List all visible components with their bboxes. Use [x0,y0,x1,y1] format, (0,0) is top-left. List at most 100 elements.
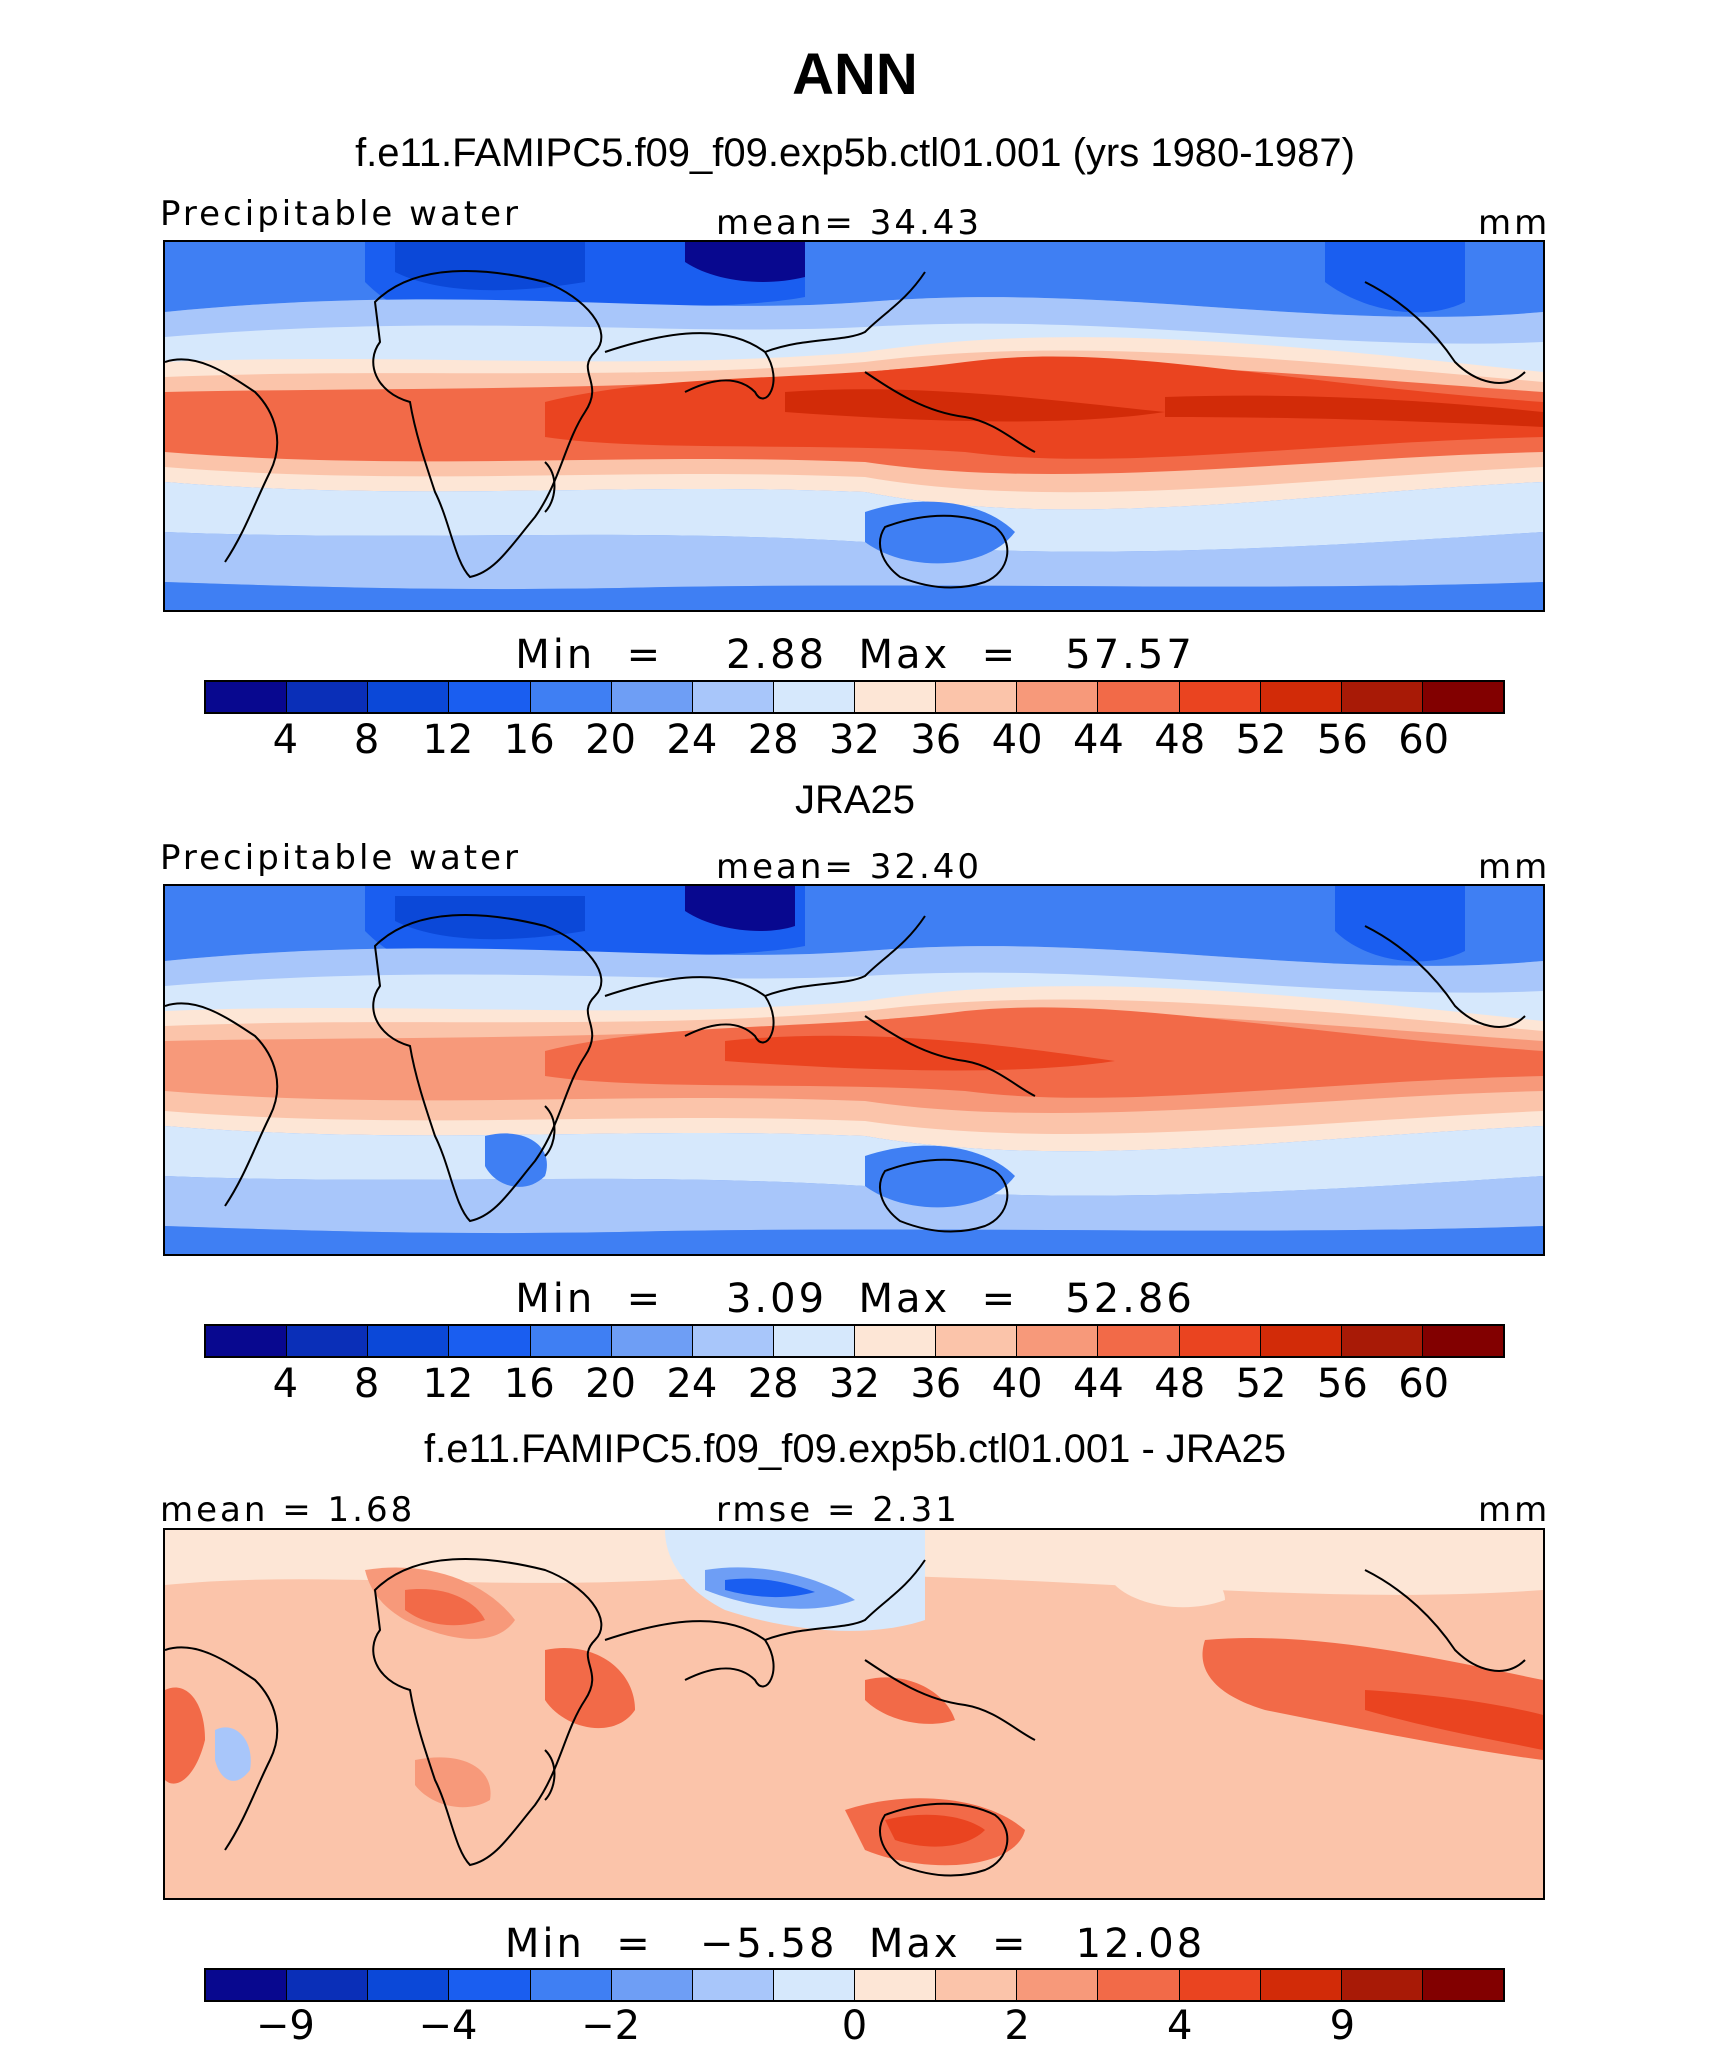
colorbar-tick-label: 24 [666,717,718,763]
panel1-map [163,240,1545,612]
colorbar-swatch [1341,1326,1423,1356]
colorbar-tick-label: 16 [503,717,555,763]
colorbar-swatch [773,682,855,712]
colorbar-tick-label: 36 [910,1361,962,1407]
panel1-title: f.e11.FAMIPC5.f09_f09.exp5b.ctl01.001 (y… [355,131,1355,175]
colorbar-swatch [1098,682,1180,712]
colorbar-swatch [936,1970,1018,2000]
colorbar-swatch [855,682,937,712]
panel2-colorbar [204,1324,1505,1358]
colorbar-swatch [773,1326,855,1356]
colorbar-swatch [368,682,450,712]
colorbar-swatch [449,1326,531,1356]
panel3-map-svg [165,1530,1543,1898]
panel2-map-svg [165,886,1543,1254]
panel2-map [163,884,1545,1256]
colorbar-tick-label: 12 [422,717,474,763]
colorbar-swatch [1260,1970,1342,2000]
colorbar-tick-label: 8 [353,717,380,763]
colorbar-swatch [206,682,288,712]
panel3-unit-label: mm [1478,1490,1551,1530]
colorbar-swatch [1422,1970,1503,2000]
colorbar-swatch [1098,1970,1180,2000]
colorbar-tick-label: 60 [1398,1361,1450,1407]
colorbar-tick-label: 56 [1316,1361,1368,1407]
colorbar-tick-label: 56 [1316,717,1368,763]
colorbar-tick-label: 40 [991,1361,1043,1407]
colorbar-tick-label: 28 [747,717,799,763]
panel2-minmax: Min = 3.09 Max = 52.86 [515,1276,1195,1322]
colorbar-swatch [692,682,774,712]
colorbar-tick-label: 40 [991,717,1043,763]
panel2-title: JRA25 [794,778,916,822]
colorbar-swatch [692,1970,774,2000]
colorbar-tick-label: −4 [418,2003,478,2049]
colorbar-swatch [1179,1970,1261,2000]
panel1-map-svg [165,242,1543,610]
colorbar-swatch [611,682,693,712]
colorbar-swatch [855,1326,937,1356]
colorbar-swatch [1179,682,1261,712]
colorbar-tick-label: 16 [503,1361,555,1407]
colorbar-tick-label: 9 [1329,2003,1356,2049]
colorbar-tick-label: 12 [422,1361,474,1407]
panel1-minmax: Min = 2.88 Max = 57.57 [515,632,1195,678]
panel3-mean-label: mean = 1.68 [160,1490,416,1530]
colorbar-swatch [206,1970,288,2000]
colorbar-swatch [1341,682,1423,712]
panel2-unit-label: mm [1478,847,1551,887]
colorbar-tick-label: 20 [585,1361,637,1407]
colorbar-swatch [449,682,531,712]
colorbar-tick-label: 32 [829,717,880,763]
colorbar-swatch [287,1970,369,2000]
colorbar-swatch [368,1326,450,1356]
panel3-colorbar-ticks: −9 −4 −2 0 2 4 9 [0,2004,1710,2050]
colorbar-tick-label: 8 [353,1361,380,1407]
colorbar-swatch [206,1326,288,1356]
colorbar-swatch [1260,682,1342,712]
panel2-colorbar-ticks: 4 8 12 16 20 24 28 32 36 40 44 48 52 56 60 [0,1362,1710,1412]
colorbar-tick-label: 36 [910,717,962,763]
colorbar-tick-label: 52 [1235,717,1287,763]
colorbar-tick-label: 48 [1154,1361,1206,1407]
colorbar-tick-label: 52 [1235,1361,1287,1407]
colorbar-swatch [1341,1970,1423,2000]
colorbar-swatch [692,1326,774,1356]
colorbar-swatch [936,1326,1018,1356]
panel3-minmax: Min = −5.58 Max = 12.08 [504,1921,1206,1967]
panel2-variable-label: Precipitable water [160,838,522,878]
colorbar-tick-label: 2 [1004,2003,1030,2049]
colorbar-tick-label: 4 [272,1361,299,1407]
colorbar-swatch [1260,1326,1342,1356]
figure-title: ANN [792,42,918,107]
panel1-mean-label: mean= 34.43 [716,203,983,243]
panel3-map [163,1528,1545,1900]
panel3-colorbar [204,1968,1505,2002]
colorbar-tick-label: 4 [1167,2003,1193,2049]
colorbar-tick-label: 0 [841,2003,868,2049]
colorbar-swatch [530,1970,612,2000]
colorbar-swatch [773,1970,855,2000]
colorbar-tick-label: 4 [272,717,299,763]
colorbar-swatch [1179,1326,1261,1356]
panel2-mean-label: mean= 32.40 [716,847,983,887]
panel1-variable-label: Precipitable water [160,194,522,234]
colorbar-tick-label: 20 [585,717,637,763]
colorbar-swatch [1017,1326,1099,1356]
colorbar-swatch [1017,1970,1099,2000]
panel1-colorbar [204,680,1505,714]
panel3-rmse-label: rmse = 2.31 [716,1490,960,1530]
colorbar-swatch [1422,1326,1503,1356]
panel1-colorbar-ticks: 4 8 12 16 20 24 28 32 36 40 44 48 52 56 60 [0,718,1710,768]
colorbar-swatch [449,1970,531,2000]
colorbar-tick-label: −2 [581,2003,641,2049]
colorbar-swatch [287,1326,369,1356]
colorbar-swatch [855,1970,937,2000]
colorbar-swatch [936,682,1018,712]
colorbar-tick-label: −9 [255,2003,315,2049]
colorbar-swatch [611,1326,693,1356]
panel3-title: f.e11.FAMIPC5.f09_f09.exp5b.ctl01.001 - … [424,1427,1286,1471]
colorbar-swatch [1422,682,1503,712]
colorbar-swatch [1098,1326,1180,1356]
colorbar-tick-label: 24 [666,1361,718,1407]
